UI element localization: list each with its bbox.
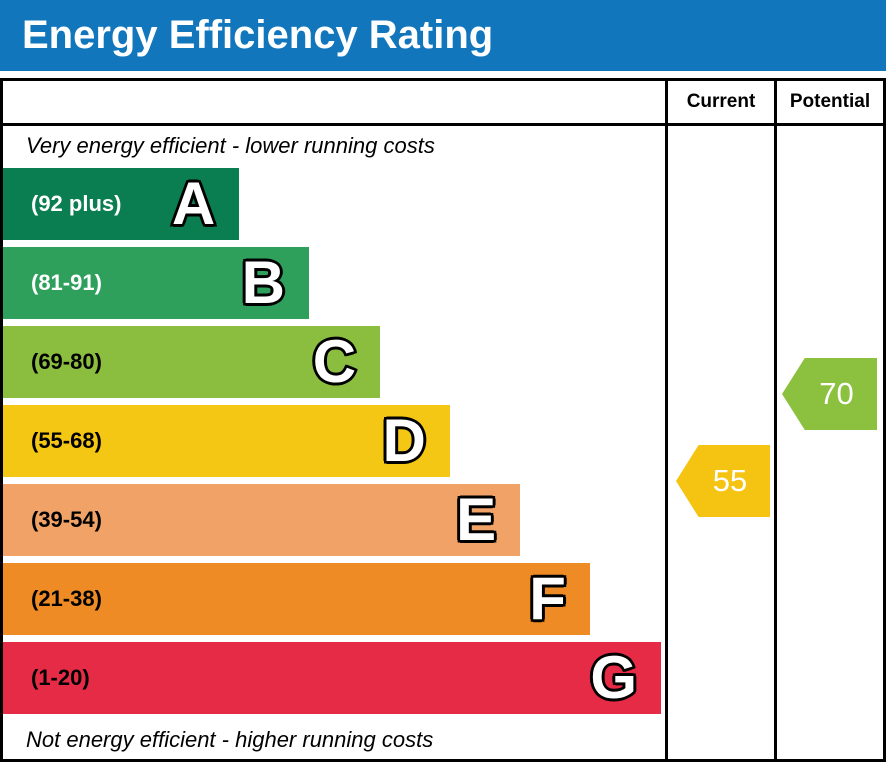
bands-column: (92 plus) A (81-91) B (69-80) C (55-68) … (3, 168, 661, 721)
band-range-label: (1-20) (31, 665, 90, 690)
band-range-label: (55-68) (31, 428, 102, 453)
band-g: (1-20) G (3, 642, 661, 714)
band-range-label: (21-38) (31, 586, 102, 611)
caption-very-efficient: Very energy efficient - lower running co… (26, 133, 435, 158)
band-letter: C (310, 326, 358, 398)
column-header-potential: Potential (789, 91, 871, 112)
band-range-label: (81-91) (31, 270, 102, 295)
band-letter: A (169, 168, 217, 240)
band-a: (92 plus) A (3, 168, 240, 240)
band-range-label: (92 plus) (31, 191, 122, 216)
band-letter: B (239, 247, 287, 319)
column-divider-current (665, 81, 668, 759)
header-separator (3, 123, 883, 126)
band-range-label: (69-80) (31, 349, 102, 374)
potential-rating-value: 70 (819, 376, 854, 411)
column-header-current: Current (686, 91, 756, 112)
band-c: (69-80) C (3, 326, 381, 398)
title-bar: Energy Efficiency Rating (0, 0, 886, 71)
band-letter: G (588, 642, 640, 714)
potential-rating-marker: 70 (782, 358, 877, 430)
column-divider-potential (774, 81, 777, 759)
band-letter: F (527, 563, 569, 635)
band-b: (81-91) B (3, 247, 309, 319)
page-title: Energy Efficiency Rating (22, 13, 494, 57)
rating-table: Current Potential Very energy efficient … (0, 78, 886, 762)
band-range-label: (39-54) (31, 507, 102, 532)
band-letter: D (380, 405, 428, 477)
band-f: (21-38) F (3, 563, 590, 635)
band-d: (55-68) D (3, 405, 450, 477)
current-rating-value: 55 (712, 463, 748, 498)
current-rating-marker: 55 (676, 445, 770, 517)
band-e: (39-54) E (3, 484, 521, 556)
band-letter: E (454, 484, 499, 556)
caption-not-efficient: Not energy efficient - higher running co… (26, 727, 434, 752)
